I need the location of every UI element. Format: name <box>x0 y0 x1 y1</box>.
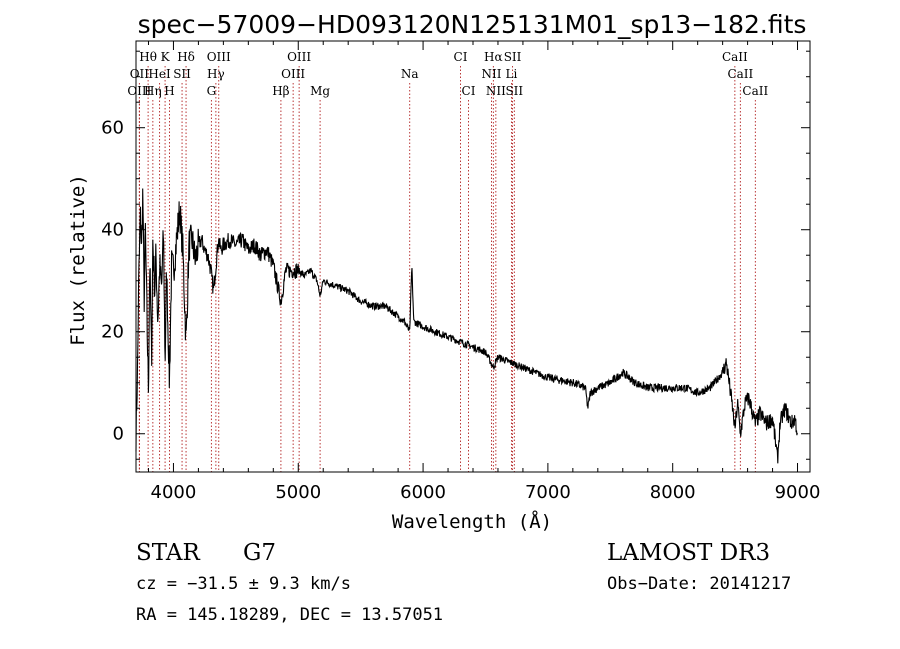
line-label-15: Na <box>401 67 419 81</box>
line-label-12: SII <box>173 67 191 81</box>
x-tick-label: 7000 <box>525 482 571 503</box>
line-label-11: HeI <box>148 67 171 81</box>
line-label-7: Hα <box>484 50 503 64</box>
spectrum-trace <box>135 188 798 464</box>
x-axis-ticks: 4000 5000 6000 7000 8000 9000 <box>147 41 821 503</box>
y-tick-label: 0 <box>113 424 124 445</box>
line-label-4: OIII <box>207 50 231 64</box>
y-tick-label: 60 <box>101 118 124 139</box>
line-label-26: NII <box>486 84 506 98</box>
object-class: STAR <box>136 540 200 566</box>
line-label-10: OII <box>130 67 150 81</box>
line-label-22: G <box>207 84 217 98</box>
chart-title: spec−57009−HD093120N125131M01_sp13−182.f… <box>138 10 807 39</box>
line-label-27: SII <box>505 84 523 98</box>
line-label-20: Hη <box>144 84 162 98</box>
y-tick-label: 20 <box>101 322 124 343</box>
line-label-3: Hδ <box>177 50 195 64</box>
line-label-19: OIII <box>127 84 151 98</box>
line-label-25: CI <box>462 84 476 98</box>
line-label-28: CaII <box>742 84 768 98</box>
line-label-9: CaII <box>722 50 748 64</box>
line-label-23: Hβ <box>272 84 289 98</box>
ra-dec-coordinates: RA = 145.18289, DEC = 13.57051 <box>136 605 443 625</box>
line-label-1: Hθ <box>139 50 157 64</box>
line-label-5: OIII <box>287 50 311 64</box>
line-label-18: CaII <box>727 67 753 81</box>
object-subclass: G7 <box>243 540 276 566</box>
x-tick-label: 4000 <box>151 482 197 503</box>
y-axis-ticks: 0 20 40 60 <box>101 50 810 460</box>
line-label-24: Mg <box>310 84 330 98</box>
x-tick-label: 5000 <box>275 482 321 503</box>
line-label-21: H <box>164 84 174 98</box>
x-tick-label: 6000 <box>400 482 446 503</box>
observation-date: Obs−Date: 20141217 <box>607 574 791 594</box>
x-tick-label: 9000 <box>775 482 821 503</box>
y-tick-label: 40 <box>101 220 124 241</box>
redshift-velocity: cz = −31.5 ± 9.3 km/s <box>136 574 351 594</box>
line-label-14: OIII <box>281 67 305 81</box>
line-label-6: CI <box>454 50 468 64</box>
x-tick-label: 8000 <box>650 482 696 503</box>
survey-name: LAMOST DR3 <box>607 540 770 566</box>
x-axis-title: Wavelength (Å) <box>392 510 552 533</box>
line-label-8: SII <box>504 50 522 64</box>
line-label-13: Hγ <box>207 67 225 81</box>
line-label-16: NII <box>481 67 501 81</box>
y-axis-title: Flux (relative) <box>67 174 89 346</box>
line-label-17: Li <box>506 67 518 81</box>
line-label-2: K <box>161 50 171 64</box>
